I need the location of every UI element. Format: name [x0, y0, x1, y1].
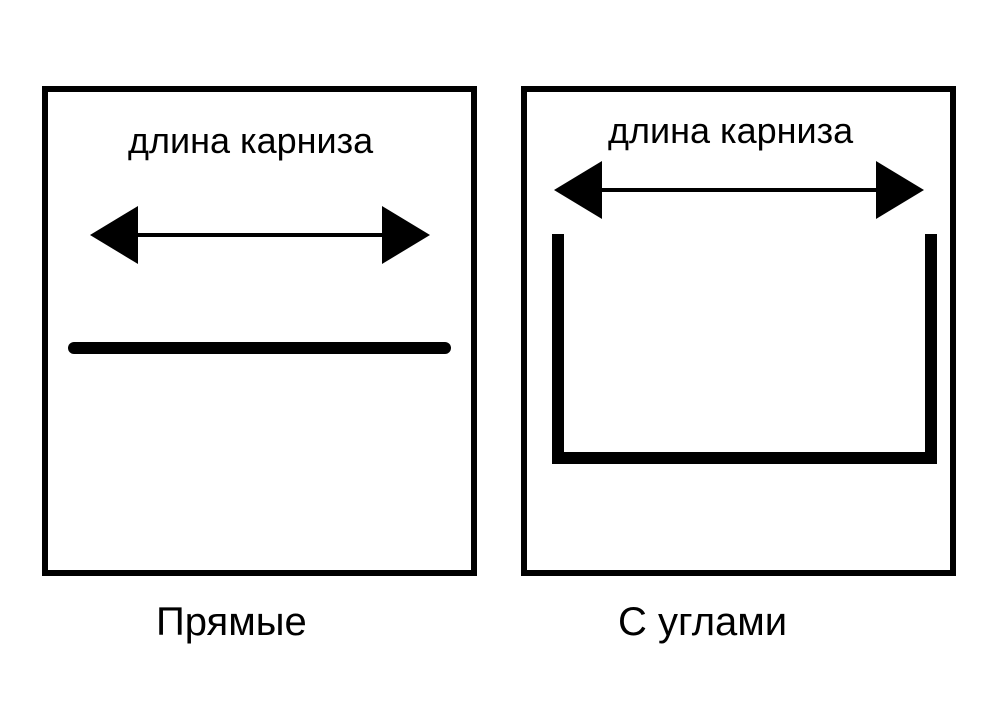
arrow-head-right-icon — [876, 161, 924, 219]
arrow-head-left-icon — [90, 206, 138, 264]
cornice-u-shape — [558, 234, 931, 458]
diagram-canvas: длина карниза длина карниза Прямые С угл… — [0, 0, 1000, 718]
shapes-overlay — [0, 0, 1000, 718]
caption-straight: Прямые — [156, 600, 307, 645]
arrow-head-left-icon — [554, 161, 602, 219]
arrow-head-right-icon — [382, 206, 430, 264]
caption-with-corners: С углами — [618, 600, 787, 645]
